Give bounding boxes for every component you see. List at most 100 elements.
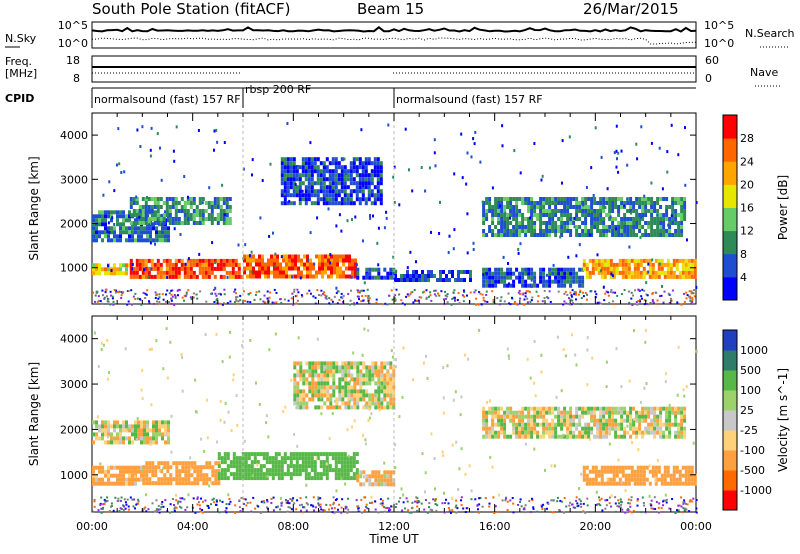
scatter-dot <box>429 508 432 511</box>
data-cell <box>116 440 119 445</box>
data-cell <box>356 389 360 394</box>
data-cell <box>92 477 95 482</box>
data-cell <box>482 406 486 411</box>
data-cell <box>331 201 335 206</box>
data-cell <box>620 233 624 237</box>
data-cell <box>518 209 522 213</box>
scatter-dot <box>411 291 414 294</box>
scatter-dot <box>120 496 123 499</box>
data-cell <box>125 469 128 474</box>
data-cell <box>539 221 543 225</box>
data-cell <box>135 221 139 225</box>
data-cell <box>599 221 603 225</box>
scatter-dot <box>103 498 106 501</box>
data-cell <box>149 226 152 231</box>
scatter-dot <box>196 503 199 506</box>
scatter-dot <box>626 509 629 512</box>
data-cell <box>617 225 621 229</box>
data-cell <box>162 270 166 275</box>
data-cell <box>536 233 540 237</box>
data-cell <box>238 468 242 473</box>
scatter-dot <box>398 500 400 503</box>
scatter-dot <box>464 472 467 476</box>
scatter-dot <box>116 291 119 294</box>
data-cell <box>624 266 628 271</box>
data-cell <box>92 481 95 486</box>
data-cell <box>572 422 576 427</box>
data-cell <box>460 278 463 282</box>
data-cell <box>650 201 654 205</box>
scatter-dot <box>155 499 158 502</box>
data-cell <box>289 193 293 198</box>
data-cell <box>289 177 293 182</box>
data-cell <box>308 381 312 386</box>
data-cell <box>590 221 594 225</box>
data-cell <box>512 217 516 221</box>
data-cell <box>497 279 501 284</box>
scatter-dot <box>119 499 122 502</box>
scatter-dot <box>552 499 555 502</box>
data-cell <box>497 418 501 423</box>
data-cell <box>663 477 667 482</box>
data-cell <box>581 201 585 205</box>
data-cell <box>286 169 290 174</box>
data-cell <box>509 229 513 233</box>
data-cell <box>229 464 233 469</box>
data-cell <box>608 209 612 213</box>
scatter-dot <box>627 509 630 512</box>
data-cell <box>650 233 654 237</box>
scatter-dot <box>590 166 593 170</box>
data-cell <box>629 406 633 411</box>
scatter-dot <box>100 507 103 510</box>
data-cell <box>482 233 486 237</box>
data-cell <box>325 165 329 170</box>
data-cell <box>469 270 472 274</box>
scatter-dot <box>266 500 269 503</box>
data-cell <box>635 418 639 423</box>
data-cell <box>92 222 95 227</box>
data-cell <box>244 476 248 481</box>
data-cell <box>590 201 594 205</box>
scatter-dot <box>199 507 202 510</box>
data-cell <box>497 209 501 213</box>
data-cell <box>503 271 507 276</box>
data-cell <box>322 173 326 178</box>
data-cell <box>276 258 279 263</box>
data-cell <box>210 201 214 205</box>
data-cell <box>542 267 546 272</box>
data-cell <box>346 468 350 473</box>
data-cell <box>659 197 663 201</box>
data-cell <box>683 205 687 209</box>
data-cell <box>125 230 128 235</box>
data-cell <box>288 262 291 267</box>
scatter-dot <box>596 503 599 506</box>
scatter-dot <box>156 293 159 296</box>
data-cell <box>308 365 312 370</box>
data-cell <box>331 452 335 457</box>
scatter-dot <box>532 506 535 509</box>
data-cell <box>693 270 697 275</box>
data-cell <box>175 461 179 466</box>
scatter-dot <box>416 505 419 508</box>
data-cell <box>144 266 148 271</box>
data-cell <box>584 217 588 221</box>
data-cell <box>147 197 151 201</box>
data-cell <box>113 267 116 272</box>
y-tick-label: 1000 <box>60 262 88 275</box>
data-cell <box>168 270 172 275</box>
data-cell <box>295 173 299 178</box>
data-cell <box>557 267 561 272</box>
data-cell <box>530 209 534 213</box>
data-cell <box>316 201 320 206</box>
scatter-dot <box>312 505 315 508</box>
data-cell <box>572 279 576 284</box>
data-cell <box>237 270 241 275</box>
data-cell <box>668 426 672 431</box>
data-cell <box>635 213 639 217</box>
data-cell <box>237 266 241 271</box>
data-cell <box>289 157 293 162</box>
data-cell <box>539 410 543 415</box>
scatter-dot <box>287 506 290 509</box>
data-cell <box>644 410 648 415</box>
